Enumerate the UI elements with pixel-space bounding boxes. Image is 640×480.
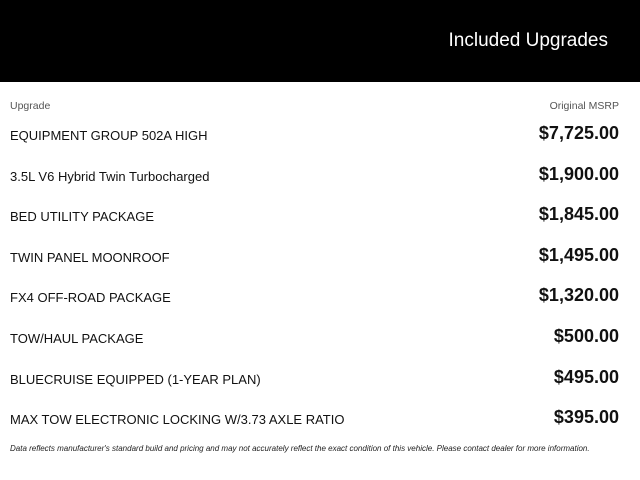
upgrade-price: $395.00 bbox=[553, 407, 619, 428]
table-row: BED UTILITY PACKAGE $1,845.00 bbox=[0, 201, 640, 231]
upgrade-price: $7,725.00 bbox=[538, 123, 619, 143]
upgrade-price: $1,320.00 bbox=[538, 285, 619, 306]
upgrade-name: FX4 OFF-ROAD PACKAGE bbox=[10, 290, 171, 306]
upgrade-price: $500.00 bbox=[553, 326, 619, 346]
upgrade-name: 3.5L V6 Hybrid Twin Turbocharged bbox=[10, 168, 210, 184]
upgrade-name: TOW/HAUL PACKAGE bbox=[10, 331, 144, 346]
upgrade-price: $1,845.00 bbox=[538, 204, 619, 225]
column-header-upgrade: Upgrade bbox=[10, 100, 51, 112]
column-header-msrp: Original MSRP bbox=[549, 100, 619, 112]
table-row: TOW/HAUL PACKAGE $500.00 bbox=[0, 323, 640, 353]
upgrade-name: BLUECRUISE EQUIPPED (1-YEAR PLAN) bbox=[10, 371, 261, 387]
upgrade-name: BED UTILITY PACKAGE bbox=[10, 209, 155, 225]
upgrade-name: TWIN PANEL MOONROOF bbox=[10, 249, 170, 265]
upgrade-name: EQUIPMENT GROUP 502A HIGH bbox=[10, 128, 208, 143]
table-row: 3.5L V6 Hybrid Twin Turbocharged $1,900.0… bbox=[0, 161, 640, 191]
page-title: Included Upgrades bbox=[448, 30, 609, 51]
upgrade-price: $1,900.00 bbox=[538, 163, 619, 184]
upgrade-price: $1,495.00 bbox=[538, 244, 619, 265]
header-bar: Included Upgrades bbox=[0, 0, 640, 82]
upgrade-price: $495.00 bbox=[553, 366, 619, 387]
table-row: FX4 OFF-ROAD PACKAGE $1,320.00 bbox=[0, 282, 640, 312]
disclaimer: Data reflects manufacturer's standard bu… bbox=[10, 444, 590, 453]
table-row: MAX TOW ELECTRONIC LOCKING W/3.73 AXLE R… bbox=[0, 404, 640, 434]
table-row: BLUECRUISE EQUIPPED (1-YEAR PLAN) $495.00 bbox=[0, 364, 640, 394]
table-row: TWIN PANEL MOONROOF $1,495.00 bbox=[0, 242, 640, 272]
table-row: EQUIPMENT GROUP 502A HIGH $7,725.00 bbox=[0, 120, 640, 150]
upgrade-name: MAX TOW ELECTRONIC LOCKING W/3.73 AXLE R… bbox=[10, 412, 345, 428]
